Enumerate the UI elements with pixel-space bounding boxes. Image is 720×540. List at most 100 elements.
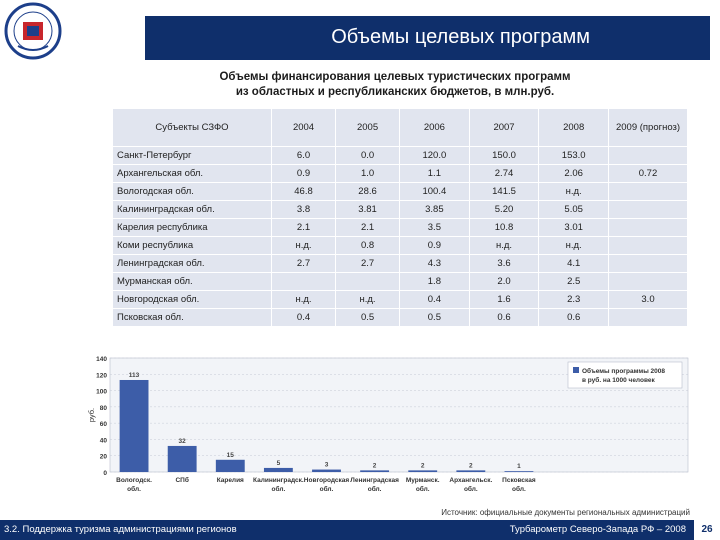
category-label: СПб xyxy=(175,476,188,484)
table-row: Карелия республика 2.1 2.1 3.5 10.8 3.01 xyxy=(112,218,688,237)
category-label: обл. xyxy=(464,485,478,493)
bar xyxy=(360,470,390,472)
table-cell: 2.5 xyxy=(538,272,609,291)
table-cell: 3.0 xyxy=(608,290,688,309)
table-cell: 4.3 xyxy=(399,254,470,273)
table-cell: 0.9 xyxy=(270,164,337,183)
table-cell xyxy=(608,182,688,201)
table-row: Санкт-Петербург 6.0 0.0 120.0 150.0 153.… xyxy=(112,146,688,165)
y-tick-label: 80 xyxy=(100,405,108,412)
table-cell: 2.06 xyxy=(538,164,609,183)
category-label: Мурманск. xyxy=(406,477,440,484)
legend-label: в руб. на 1000 человек xyxy=(582,376,655,384)
table-cell xyxy=(270,272,337,291)
page-number: 26 xyxy=(694,520,720,540)
table-row: Калининградская обл. 3.8 3.81 3.85 5.20 … xyxy=(112,200,688,219)
y-tick-label: 140 xyxy=(96,356,107,363)
column-header: 2007 xyxy=(468,108,540,147)
region-name: Псковская обл. xyxy=(112,308,272,327)
table-cell: 1.8 xyxy=(399,272,470,291)
y-tick-label: 0 xyxy=(103,470,107,477)
title-bar: Объемы целевых программ xyxy=(145,16,710,60)
table-cell: 2.7 xyxy=(270,254,337,273)
page-title: Объемы целевых программ xyxy=(331,26,590,48)
region-name: Карелия республика xyxy=(112,218,272,237)
table-caption-line-2: из областных и республиканских бюджетов,… xyxy=(235,86,555,98)
table-cell: н.д. xyxy=(270,290,337,309)
table-cell: 3.8 xyxy=(270,200,337,219)
table-cell: 1.1 xyxy=(399,164,470,183)
category-label: обл. xyxy=(320,485,334,493)
table-cell: 6.0 xyxy=(270,146,337,165)
y-tick-label: 120 xyxy=(96,372,107,379)
bar-chart: 020406080100120140руб.113Вологодск.обл.3… xyxy=(88,356,689,493)
region-name: Вологодская обл. xyxy=(112,182,272,201)
table-cell: 0.4 xyxy=(270,308,337,327)
table-row: Вологодская обл. 46.8 28.6 100.4 141.5 н… xyxy=(112,182,688,201)
table-cell xyxy=(608,236,688,255)
data-label: 113 xyxy=(129,372,140,379)
funding-table: Субъекты СЗФО 2004 2005 2006 2007 2008 2… xyxy=(112,108,688,327)
table-cell: 1.6 xyxy=(468,290,540,309)
table-row: Ленинградская обл. 2.7 2.7 4.3 3.6 4.1 xyxy=(112,254,688,273)
table-cell: 0.9 xyxy=(399,236,470,255)
table-cell: н.д. xyxy=(538,182,609,201)
category-label: обл. xyxy=(272,485,286,493)
table-cell: 3.81 xyxy=(335,200,401,219)
data-label: 32 xyxy=(179,438,187,445)
table-row: Новгородская обл. н.д. н.д. 0.4 1.6 2.3 … xyxy=(112,290,688,309)
table-cell: 0.5 xyxy=(335,308,401,327)
table-cell: 5.20 xyxy=(468,200,540,219)
y-tick-label: 100 xyxy=(96,389,107,396)
bar xyxy=(504,471,534,472)
table-cell: 2.3 xyxy=(538,290,609,309)
table-cell: 0.4 xyxy=(399,290,470,309)
table-cell: 2.7 xyxy=(335,254,401,273)
legend-label: Объемы программы 2008 xyxy=(582,367,665,375)
table-cell: 3.01 xyxy=(538,218,609,237)
category-label: Калининградск. xyxy=(253,477,304,484)
region-name: Мурманская обл. xyxy=(112,272,272,291)
logo-emblem xyxy=(4,2,62,60)
table-cell xyxy=(335,272,401,291)
table-cell: 2.1 xyxy=(335,218,401,237)
column-header: 2004 xyxy=(270,108,337,147)
category-label: Новгородская xyxy=(304,477,350,484)
region-name: Архангельская обл. xyxy=(112,164,272,183)
bar xyxy=(167,445,197,472)
table-cell: 1.0 xyxy=(335,164,401,183)
bar xyxy=(215,459,245,472)
table-cell: 141.5 xyxy=(468,182,540,201)
table-cell xyxy=(608,218,688,237)
bar xyxy=(312,469,341,472)
data-label: 15 xyxy=(227,452,235,459)
data-label: 5 xyxy=(277,460,281,467)
y-tick-label: 40 xyxy=(100,437,108,444)
table-row: Архангельская обл. 0.9 1.0 1.1 2.74 2.06… xyxy=(112,164,688,183)
footer-report-title: Турбарометр Северо-Запада РФ – 2008 xyxy=(509,524,686,535)
table-cell: н.д. xyxy=(468,236,540,255)
data-label: 2 xyxy=(373,462,377,469)
data-label: 2 xyxy=(421,462,425,469)
source-note: Источник: официальные документы регионал… xyxy=(441,508,690,517)
category-label: Псковская xyxy=(502,477,536,484)
table-cell: 4.1 xyxy=(538,254,609,273)
bar xyxy=(119,379,149,472)
category-label: обл. xyxy=(368,485,382,493)
category-label: Ленинградская xyxy=(350,477,399,484)
bar xyxy=(456,470,486,472)
column-header: Субъекты СЗФО xyxy=(112,108,272,147)
table-cell: 3.85 xyxy=(399,200,470,219)
table-cell xyxy=(608,308,688,327)
table-cell: 153.0 xyxy=(538,146,609,165)
column-header: 2009 (прогноз) xyxy=(608,108,688,147)
table-cell: 5.05 xyxy=(538,200,609,219)
bar xyxy=(263,467,293,472)
region-name: Калининградская обл. xyxy=(112,200,272,219)
table-cell: 46.8 xyxy=(270,182,337,201)
data-label: 3 xyxy=(325,462,329,469)
table-cell xyxy=(608,146,688,165)
table-cell: 0.72 xyxy=(608,164,688,183)
y-tick-label: 60 xyxy=(100,421,108,428)
y-tick-label: 20 xyxy=(100,454,108,461)
